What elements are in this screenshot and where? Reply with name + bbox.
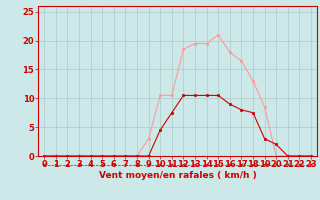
X-axis label: Vent moyen/en rafales ( km/h ): Vent moyen/en rafales ( km/h ) xyxy=(99,171,256,180)
